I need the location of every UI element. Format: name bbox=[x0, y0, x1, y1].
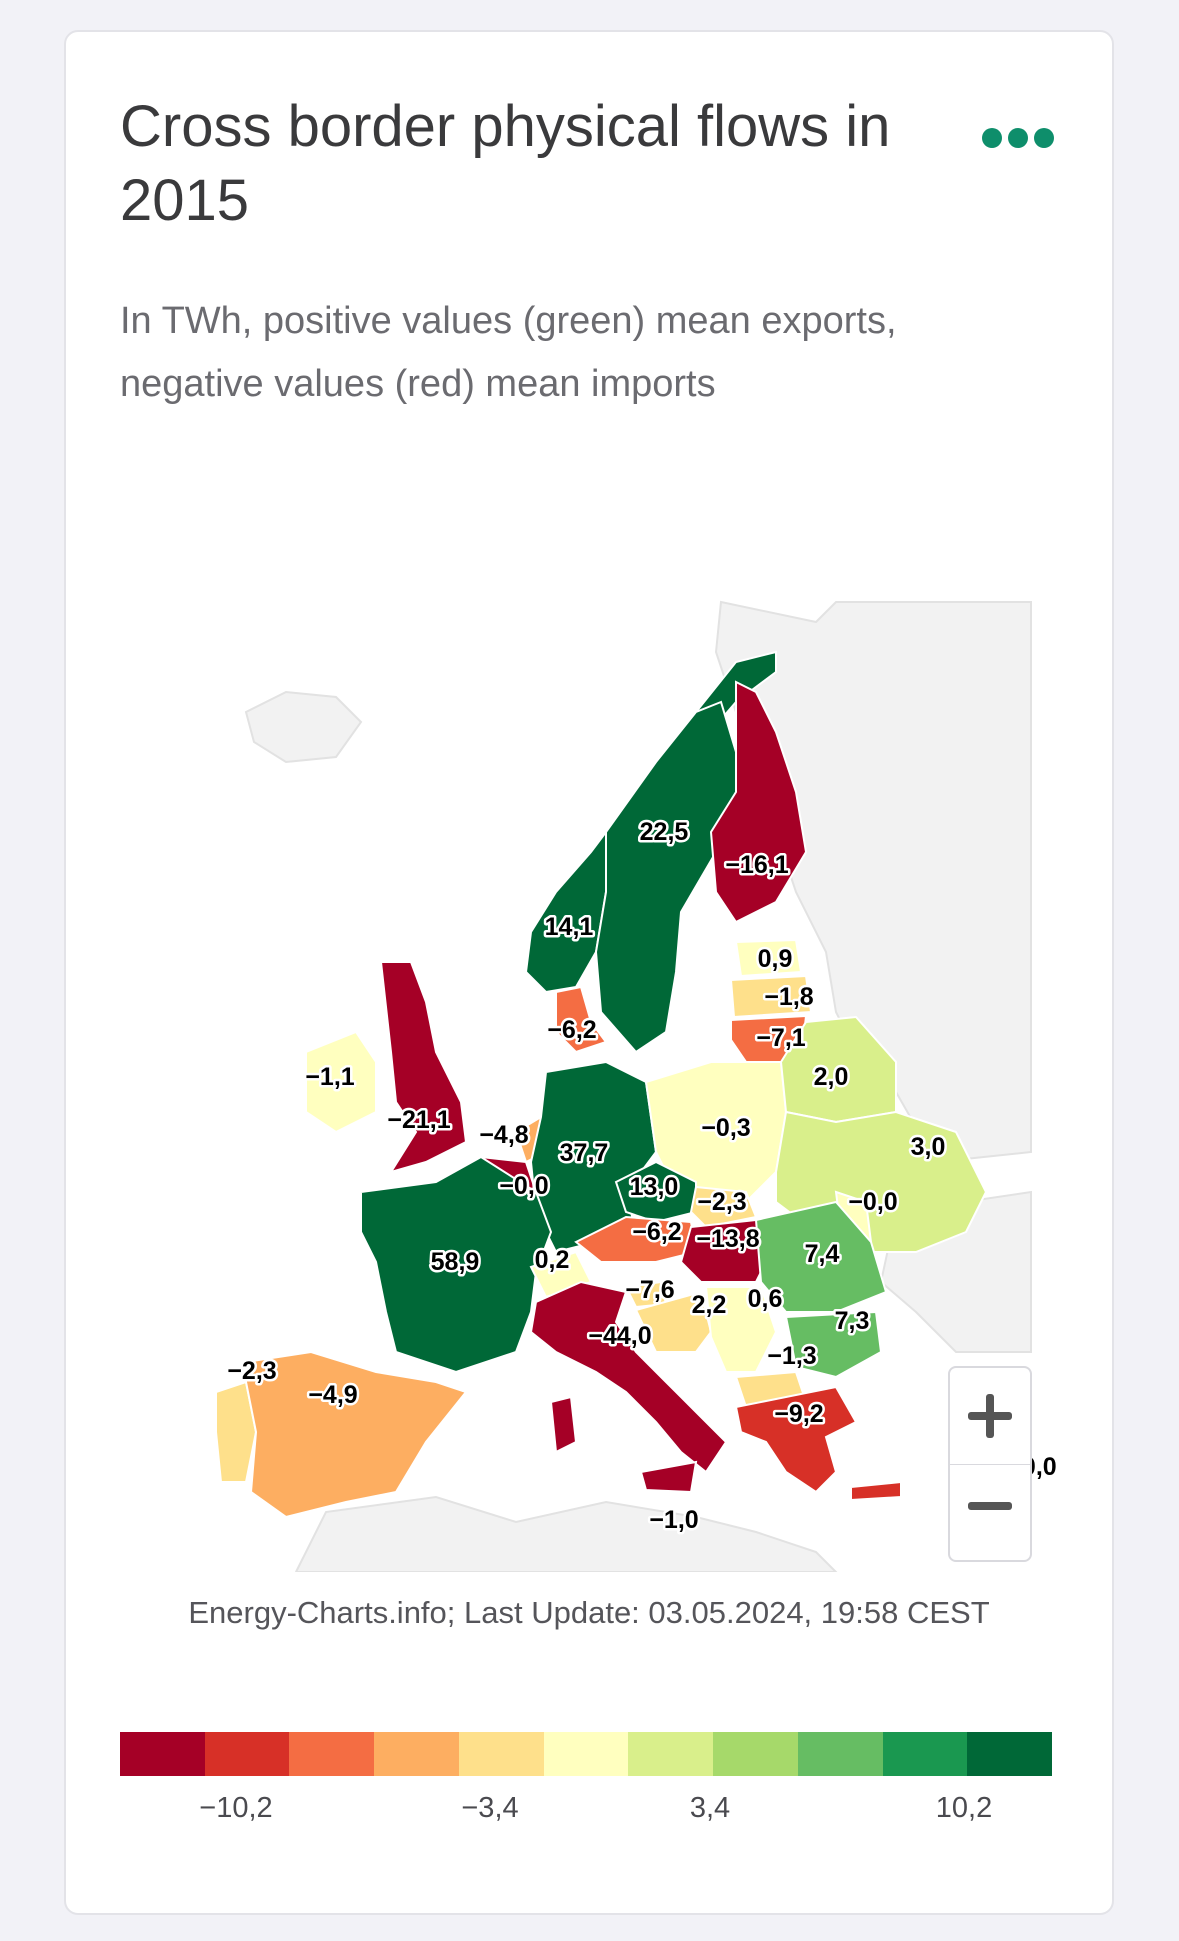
label-lithuania: −7,1 bbox=[756, 1024, 805, 1052]
legend-swatch-9 bbox=[882, 1732, 968, 1776]
region-ireland[interactable] bbox=[305, 1030, 377, 1134]
label-denmark: −6,2 bbox=[547, 1016, 596, 1044]
region-value-labels: 14,1 22,5 −16,1 0,9 −1,8 −7,1 −6,2 −1,1 … bbox=[225, 816, 1059, 1537]
zoom-out-button[interactable] bbox=[950, 1466, 1030, 1562]
label-bulgaria: 7,3 bbox=[835, 1307, 870, 1335]
label-switzerland: 0,2 bbox=[535, 1246, 570, 1274]
region-finland[interactable] bbox=[709, 680, 808, 924]
region-italy[interactable] bbox=[529, 1280, 728, 1474]
more-options-icon[interactable] bbox=[982, 120, 1062, 156]
region-latvia[interactable] bbox=[729, 974, 813, 1019]
chart-title: Cross border physical flows in 2015 bbox=[120, 94, 891, 233]
label-finland: −16,1 bbox=[725, 851, 788, 879]
legend-swatch-8 bbox=[797, 1732, 883, 1776]
region-greece[interactable] bbox=[734, 1385, 858, 1494]
label-sweden: 22,5 bbox=[640, 818, 689, 846]
region-serbia[interactable] bbox=[704, 1286, 778, 1373]
region-uk[interactable] bbox=[379, 961, 468, 1174]
label-belarus: 2,0 bbox=[814, 1063, 849, 1091]
chart-card: Cross border physical flows in 2015 In T… bbox=[64, 30, 1114, 1915]
label-germany: 37,7 bbox=[560, 1139, 609, 1167]
region-denmark[interactable] bbox=[555, 985, 608, 1054]
label-romania: 7,4 bbox=[805, 1240, 840, 1268]
label-netherlands: −4,8 bbox=[479, 1121, 528, 1149]
label-belgium: −0,0 bbox=[499, 1172, 548, 1200]
label-moldova: −0,0 bbox=[848, 1188, 897, 1216]
label-croatia: 2,2 bbox=[692, 1291, 727, 1319]
region-spain[interactable] bbox=[245, 1350, 468, 1519]
legend-tick: 10,2 bbox=[935, 1792, 993, 1824]
region-bulgaria[interactable] bbox=[784, 1310, 883, 1379]
label-slovakia: −2,3 bbox=[697, 1188, 746, 1216]
chart-subtitle: In TWh, positive values (green) mean exp… bbox=[120, 300, 897, 405]
label-ukraine: 3,0 bbox=[911, 1133, 946, 1161]
legend-swatch-4 bbox=[458, 1732, 544, 1776]
region-croatia[interactable] bbox=[634, 1290, 713, 1353]
label-italy: −44,0 bbox=[588, 1322, 651, 1350]
background-land-iceland bbox=[244, 690, 363, 764]
legend-tick: −3,4 bbox=[461, 1792, 519, 1824]
label-austria: −6,2 bbox=[632, 1218, 681, 1246]
europe-map[interactable]: 14,1 22,5 −16,1 0,9 −1,8 −7,1 −6,2 −1,1 … bbox=[136, 592, 1111, 1572]
legend-swatch-7 bbox=[713, 1732, 798, 1776]
color-legend: −10,2 −3,4 3,4 10,2 bbox=[120, 1732, 1053, 1852]
plus-icon bbox=[968, 1394, 1012, 1438]
region-france[interactable] bbox=[360, 1155, 553, 1374]
label-macedonia: −1,3 bbox=[767, 1342, 816, 1370]
legend-swatch-2 bbox=[289, 1732, 375, 1776]
legend-tick: 3,4 bbox=[689, 1792, 731, 1824]
label-hungary: −13,8 bbox=[696, 1225, 759, 1253]
label-poland: −0,3 bbox=[701, 1114, 750, 1142]
label-france: 58,9 bbox=[431, 1248, 480, 1276]
label-greece: −9,2 bbox=[774, 1400, 823, 1428]
legend-swatch-6 bbox=[628, 1732, 714, 1776]
label-serbia: 0,6 bbox=[748, 1285, 783, 1313]
region-crete[interactable] bbox=[850, 1480, 902, 1502]
zoom-control bbox=[948, 1366, 1032, 1562]
label-norway: 14,1 bbox=[545, 913, 594, 941]
label-ireland: −1,1 bbox=[305, 1063, 354, 1091]
legend-tick: −10,2 bbox=[199, 1792, 273, 1824]
label-estonia: 0,9 bbox=[758, 945, 793, 973]
legend-swatch-1 bbox=[204, 1732, 290, 1776]
label-malta: −1,0 bbox=[649, 1506, 698, 1534]
label-uk: −21,1 bbox=[387, 1106, 450, 1134]
source-credit: Energy-Charts.info; Last Update: 03.05.2… bbox=[188, 1595, 990, 1630]
region-estonia[interactable] bbox=[734, 938, 803, 978]
legend-swatch-10 bbox=[967, 1732, 1053, 1776]
label-portugal: −2,3 bbox=[227, 1357, 276, 1385]
region-sardinia[interactable] bbox=[549, 1395, 578, 1454]
region-romania[interactable] bbox=[754, 1200, 888, 1313]
minus-icon bbox=[968, 1502, 1012, 1510]
legend-swatch-5 bbox=[543, 1732, 629, 1776]
legend-color-bar bbox=[120, 1732, 1053, 1776]
label-czechia: 13,0 bbox=[630, 1173, 679, 1201]
background-land-northafrica bbox=[294, 1495, 838, 1572]
region-sicily[interactable] bbox=[639, 1460, 698, 1494]
legend-swatch-3 bbox=[374, 1732, 459, 1776]
label-latvia: −1,8 bbox=[764, 983, 813, 1011]
label-spain: −4,9 bbox=[308, 1381, 357, 1409]
label-slovenia: −7,6 bbox=[625, 1276, 674, 1304]
legend-swatch-0 bbox=[120, 1732, 205, 1776]
zoom-in-button[interactable] bbox=[950, 1368, 1030, 1465]
